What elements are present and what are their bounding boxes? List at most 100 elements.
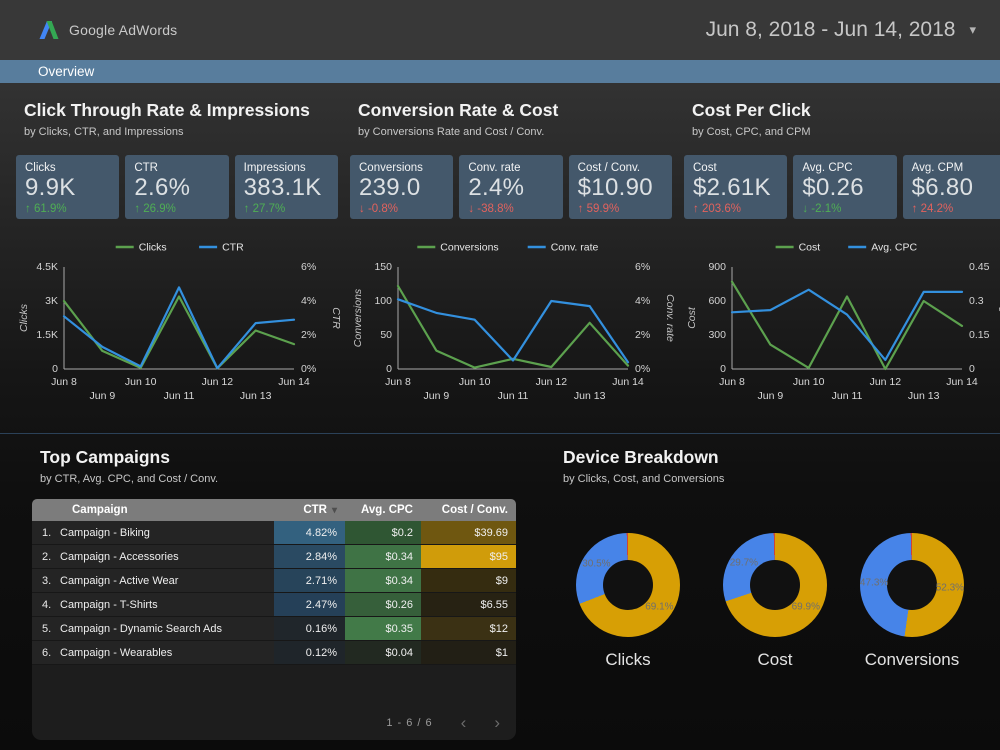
campaign-name: Campaign - T-Shirts	[60, 598, 158, 611]
svg-text:Jun 12: Jun 12	[536, 376, 568, 388]
svg-text:4%: 4%	[301, 295, 316, 307]
brand-name: Google AdWords	[69, 22, 178, 38]
arrow-up-icon: ↑	[693, 203, 699, 215]
scorecard-label: Conversions	[359, 162, 423, 174]
row-rank: 3.	[42, 574, 52, 587]
ctr-cell: 2.84%	[274, 545, 345, 568]
cost-conv-cell: $6.55	[421, 593, 516, 616]
svg-text:300: 300	[708, 329, 726, 341]
section-subtitle: by Cost, CPC, and CPM	[692, 126, 811, 138]
column-header-avg-cpc[interactable]: Avg. CPC	[361, 504, 413, 516]
svg-text:100: 100	[374, 295, 392, 307]
date-range-picker[interactable]: Jun 8, 2018 - Jun 14, 2018 ▾	[706, 18, 976, 42]
table-row: 3. Campaign - Active Wear 2.71% $0.34 $9	[32, 569, 516, 593]
device-title: Device Breakdown	[563, 447, 719, 467]
scorecard-row: Conversions 239.0 ↓ -0.8% Conv. rate 2.4% ↓ -…	[348, 155, 674, 219]
avg-cpc-cell: $0.2	[345, 521, 421, 544]
svg-text:Jun 8: Jun 8	[385, 376, 411, 388]
cost-conv-cell: $1	[421, 641, 516, 664]
donut-caption: Cost	[757, 650, 793, 669]
scorecard: Conversions 239.0 ↓ -0.8%	[350, 155, 454, 219]
campaign-name: Campaign - Biking	[60, 526, 150, 539]
scorecard-delta-value: -2.1%	[811, 203, 842, 215]
svg-text:Cost: Cost	[686, 306, 698, 329]
svg-text:0: 0	[386, 363, 392, 375]
section-subtitle: by Conversions Rate and Cost / Conv.	[358, 126, 545, 138]
svg-text:Jun 9: Jun 9	[423, 390, 449, 402]
campaign-cell: 4. Campaign - T-Shirts	[32, 593, 274, 616]
device-breakdown-header: Device Breakdown by Clicks, Cost, and Co…	[563, 447, 724, 485]
table-row: 2. Campaign - Accessories 2.84% $0.34 $95	[32, 545, 516, 569]
scorecard: Cost / Conv. $10.90 ↑ 59.9%	[568, 155, 672, 219]
scorecard-value: $0.26	[802, 174, 864, 201]
scorecard: Avg. CPC $0.26 ↓ -2.1%	[793, 155, 897, 219]
scorecard-value: 2.4%	[468, 174, 525, 201]
scorecard-row: Clicks 9.9K ↑ 61.9% CTR 2.6% ↑ 26.9% Impressio…	[14, 155, 340, 219]
svg-text:Jun 13: Jun 13	[240, 390, 272, 402]
svg-text:Jun 8: Jun 8	[51, 376, 77, 388]
slice-percent-label: 69.1%	[645, 601, 674, 612]
scorecard-label: Cost	[693, 162, 717, 174]
section-title: Conversion Rate & Cost	[358, 100, 559, 120]
date-range-label: Jun 8, 2018 - Jun 14, 2018	[705, 18, 956, 41]
avg-cpc-cell: $0.34	[345, 569, 421, 592]
pagination-label: 1 - 6 / 6	[386, 716, 433, 729]
svg-text:Avg. CPC: Avg. CPC	[998, 294, 1000, 341]
scorecard-value: 2.6%	[134, 174, 191, 201]
scorecard-value: 9.9K	[25, 174, 76, 201]
scorecard-value: 383.1K	[243, 174, 322, 201]
svg-text:Jun 13: Jun 13	[574, 390, 606, 402]
svg-text:0.15: 0.15	[969, 329, 990, 341]
avg-cpc-cell: $0.26	[345, 593, 421, 616]
column-header-ctr[interactable]: CTR ▾	[303, 504, 337, 516]
svg-text:Jun 8: Jun 8	[719, 376, 745, 388]
campaign-name: Campaign - Wearables	[60, 646, 173, 659]
svg-text:600: 600	[708, 295, 726, 307]
arrow-up-icon: ↑	[25, 203, 31, 215]
scorecard-value: $6.80	[911, 174, 974, 201]
line-chart-cost-cpc: Cost Avg. CPC 900 0.45 600 0.3 300 0.15 0 0 Cost Av…	[686, 242, 1000, 403]
svg-text:Jun 10: Jun 10	[459, 376, 491, 388]
campaigns-table: Campaign CTR ▾ Avg. CPC Cost / Conv. 1. Campa…	[32, 499, 516, 740]
scorecard: Clicks 9.9K ↑ 61.9%	[16, 155, 120, 219]
tab-bar: Overview	[0, 60, 1000, 83]
scorecard-value: 239.0	[359, 174, 421, 201]
svg-text:0%: 0%	[301, 363, 316, 375]
brand: Google AdWords	[38, 20, 177, 40]
table-row: 4. Campaign - T-Shirts 2.47% $0.26 $6.55	[32, 593, 516, 617]
donut-hole	[887, 560, 937, 610]
scorecard-delta-value: -0.8%	[367, 203, 398, 215]
slice-percent-label: 69.9%	[791, 601, 820, 613]
scorecard-delta-value: -38.8%	[477, 203, 514, 215]
svg-text:Conversions: Conversions	[440, 242, 498, 254]
prev-page-button[interactable]: ‹	[460, 713, 467, 732]
svg-text:Jun 12: Jun 12	[870, 376, 902, 388]
svg-text:900: 900	[708, 261, 726, 273]
svg-text:150: 150	[374, 261, 392, 273]
svg-text:0: 0	[969, 363, 975, 375]
ctr-cell: 0.12%	[274, 641, 345, 664]
scorecard: Avg. CPM $6.80 ↑ 24.2%	[902, 155, 1000, 219]
slice-percent-label: 52.3%	[935, 582, 965, 594]
donut-chart: 52.3% 47.3%	[860, 533, 964, 637]
svg-text:0: 0	[52, 363, 58, 375]
sort-desc-icon: ▾	[331, 504, 337, 516]
arrow-down-icon: ↓	[468, 203, 475, 215]
column-header-campaign[interactable]: Campaign	[72, 504, 128, 516]
arrow-up-icon: ↑	[911, 203, 918, 215]
donut-clicks: 69.1% 30.5% Clicks	[573, 533, 683, 670]
next-page-button[interactable]: ›	[494, 713, 500, 732]
section-conversion-rate-cost: Conversion Rate & Cost by Conversions Ra…	[348, 100, 674, 407]
table-row: 6. Campaign - Wearables 0.12% $0.04 $1	[32, 641, 516, 665]
tab-overview[interactable]: Overview	[38, 64, 95, 79]
section-title: Click Through Rate & Impressions	[24, 100, 310, 120]
adwords-logo-icon	[39, 21, 59, 39]
column-header-cost-conv[interactable]: Cost / Conv.	[441, 504, 508, 516]
section-divider	[0, 433, 1000, 434]
svg-text:0.3: 0.3	[969, 295, 984, 307]
table-row: 1. Campaign - Biking 4.82% $0.2 $39.69	[32, 521, 516, 545]
caret-down-icon: ▾	[969, 22, 976, 37]
scorecard-delta-value: 203.6%	[701, 203, 741, 215]
avg-cpc-cell: $0.35	[345, 617, 421, 640]
app-header: Google AdWords Jun 8, 2018 - Jun 14, 201…	[0, 0, 1000, 60]
